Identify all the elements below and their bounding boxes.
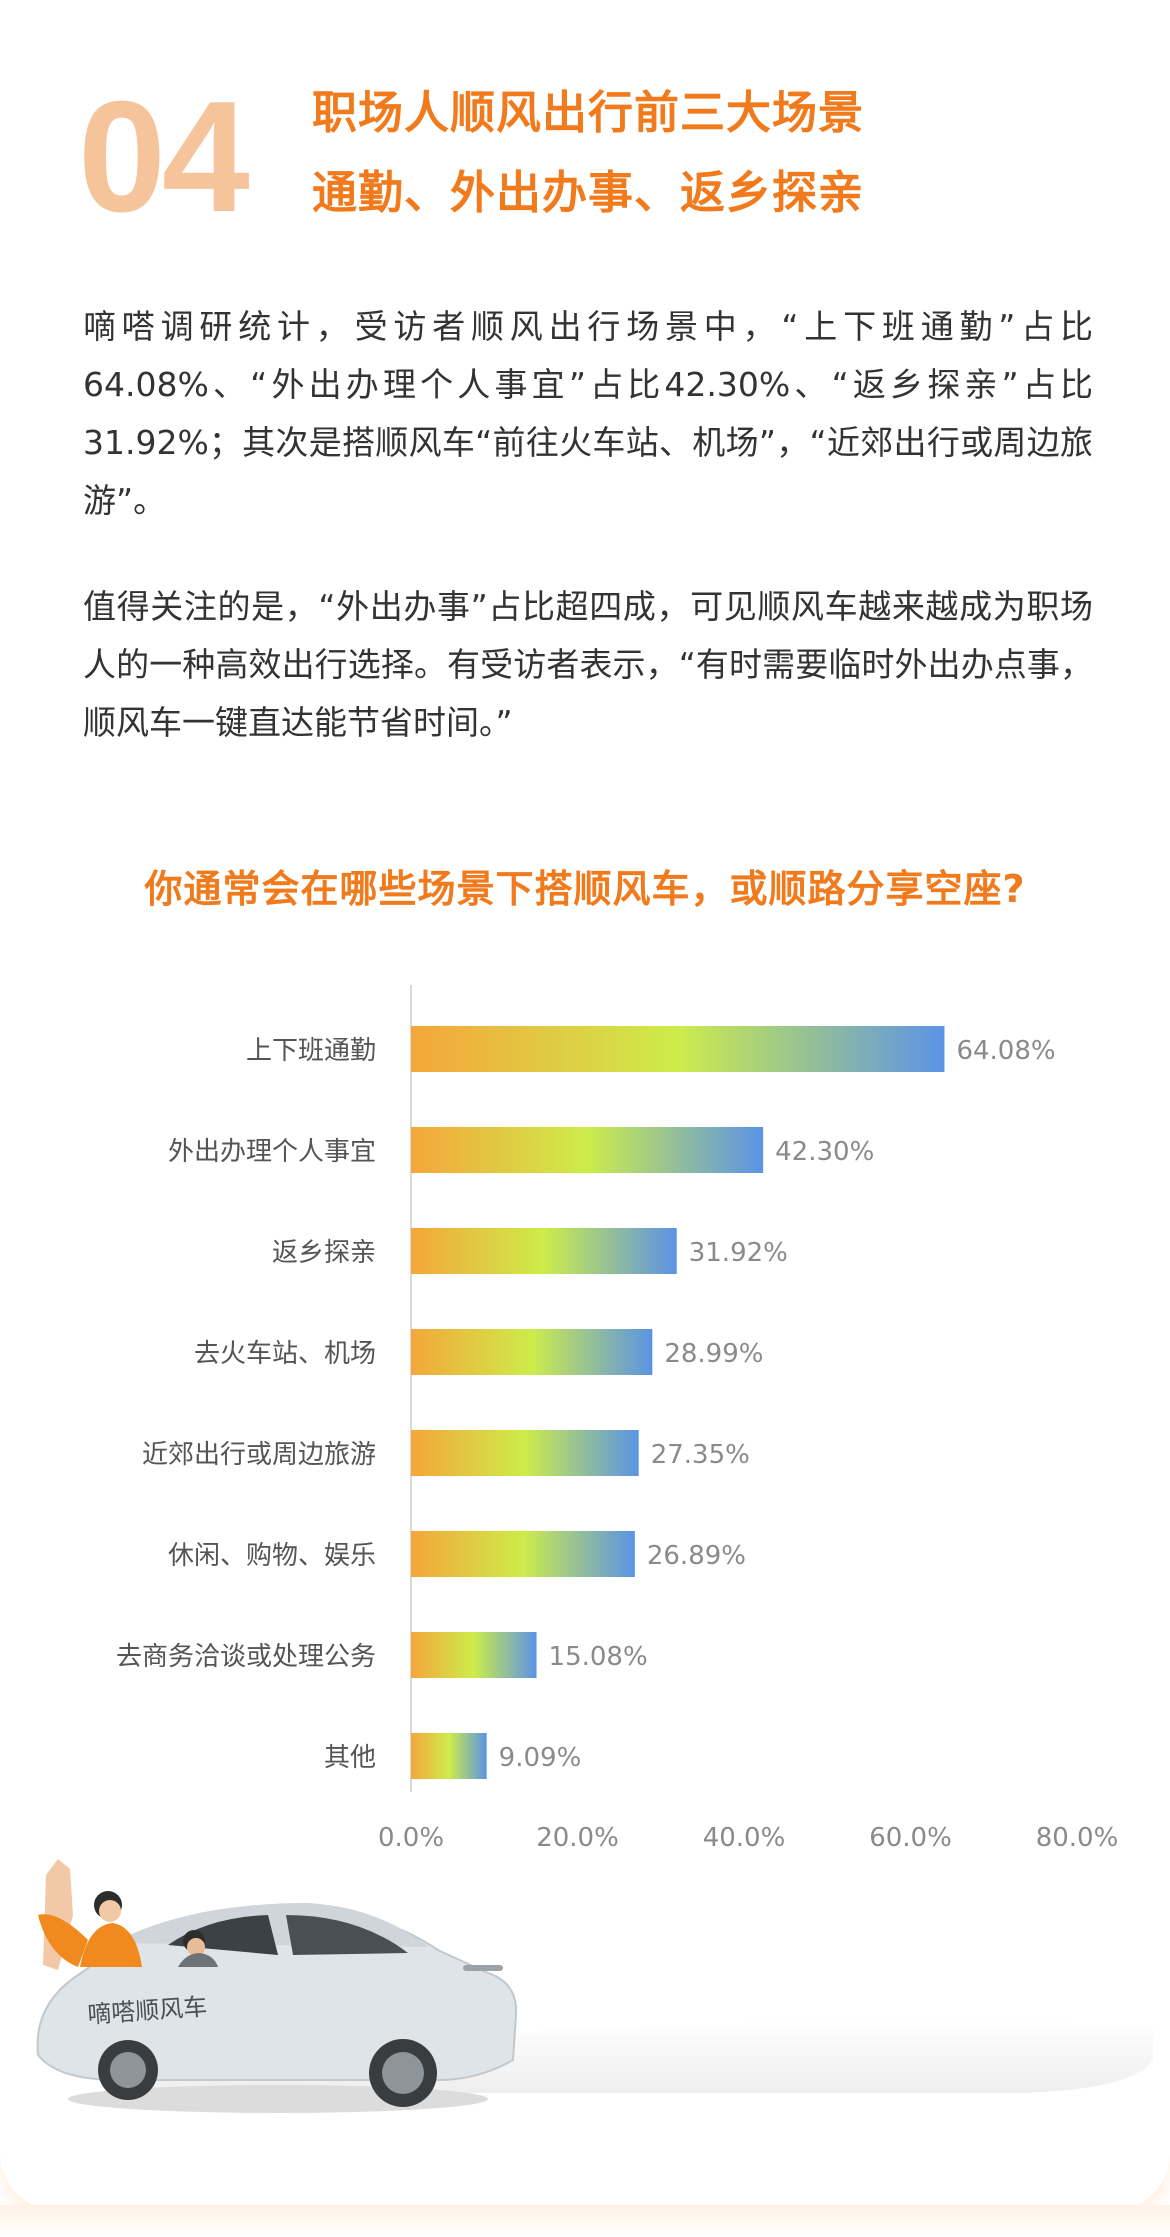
wheel-rear <box>98 2040 158 2100</box>
category-label: 近郊出行或周边旅游 <box>142 1440 376 1470</box>
category-label: 去商务洽谈或处理公务 <box>116 1642 376 1672</box>
bar-chart: 上下班通勤 64.08% 外出办理个人事宜 42.30% 返乡探亲 31.92% 去火车站、… <box>116 985 1119 1853</box>
bar <box>411 1531 635 1577</box>
bar <box>411 1228 677 1274</box>
driver-person <box>38 1859 142 1970</box>
x-tick-label: 20.0% <box>536 1823 619 1853</box>
category-label: 上下班通勤 <box>246 1036 376 1066</box>
category-label: 其他 <box>324 1743 376 1773</box>
bar <box>411 1733 487 1779</box>
value-label: 26.89% <box>647 1541 746 1571</box>
value-label: 27.35% <box>651 1440 750 1470</box>
card-bottom-glow <box>0 2205 1170 2237</box>
x-tick-label: 40.0% <box>703 1823 786 1853</box>
heading-line-1: 职场人顺风出行前三大场景 <box>312 86 865 139</box>
value-label: 64.08% <box>956 1036 1055 1066</box>
bar <box>411 1026 945 1072</box>
chart-title: 你通常会在哪些场景下搭顺风车，或顺路分享空座? <box>144 867 1026 911</box>
category-label: 休闲、购物、娱乐 <box>168 1541 376 1571</box>
section-number: 04 <box>78 69 250 245</box>
value-label: 9.09% <box>499 1743 582 1773</box>
car-illustration: 嘀嗒顺风车 <box>36 1859 1153 2113</box>
car-window-rear <box>286 1915 408 1955</box>
category-label: 去火车站、机场 <box>194 1339 376 1369</box>
x-tick-label: 80.0% <box>1036 1823 1119 1853</box>
x-tick-label: 60.0% <box>869 1823 952 1853</box>
value-label: 31.92% <box>689 1238 788 1268</box>
wheel-front <box>369 2039 437 2107</box>
value-label: 15.08% <box>549 1642 648 1672</box>
bar <box>411 1127 764 1173</box>
bar <box>411 1430 639 1476</box>
value-label: 42.30% <box>775 1137 874 1167</box>
passenger-person <box>178 1930 218 1967</box>
heading-line-2: 通勤、外出办事、返乡探亲 <box>312 166 865 219</box>
paragraph-1: 嘀嗒调研统计，受访者顺风出行场景中，“上下班通勤”占比64.08%、“外出办理个… <box>83 307 1093 520</box>
category-label: 返乡探亲 <box>272 1238 376 1268</box>
category-label: 外出办理个人事宜 <box>168 1137 376 1167</box>
car-light <box>463 1965 503 1971</box>
value-label: 28.99% <box>664 1339 763 1369</box>
bar <box>411 1329 653 1375</box>
bar <box>411 1632 537 1678</box>
paragraph-2: 值得关注的是，“外出办事”占比超四成，可见顺风车越来越成为职场人的一种高效出行选… <box>83 587 1093 742</box>
x-tick-label: 0.0% <box>378 1823 444 1853</box>
